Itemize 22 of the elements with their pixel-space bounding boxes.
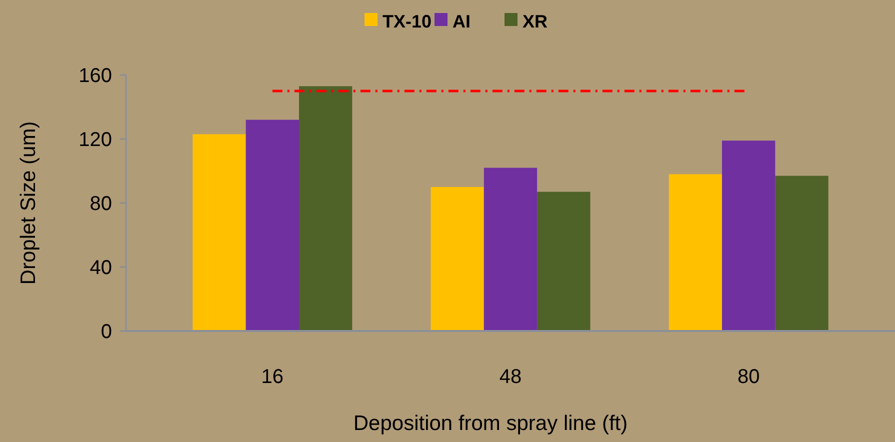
bar: [775, 176, 828, 331]
bar: [722, 140, 776, 331]
bar: [537, 192, 590, 331]
bar: [668, 174, 722, 331]
y-tick-label: 160: [78, 65, 112, 87]
legend-label: TX-10: [382, 11, 432, 32]
y-tick-label: 40: [90, 257, 112, 279]
y-tick-label: 80: [90, 193, 112, 215]
y-tick-label: 120: [78, 129, 112, 151]
x-tick-label: 80: [737, 366, 760, 388]
bar: [192, 134, 246, 331]
bar: [246, 120, 300, 331]
y-axis-title: Droplet Size (um): [17, 121, 40, 285]
legend-label: XR: [522, 11, 548, 32]
bar: [430, 187, 484, 331]
x-tick-label: 16: [261, 366, 284, 388]
bar: [299, 86, 352, 331]
bar: [484, 168, 538, 331]
y-tick-label: 0: [100, 321, 112, 343]
legend-label: AI: [452, 11, 470, 32]
x-tick-label: 48: [499, 366, 522, 388]
x-axis-title: Deposition from spray line (ft): [353, 412, 628, 435]
